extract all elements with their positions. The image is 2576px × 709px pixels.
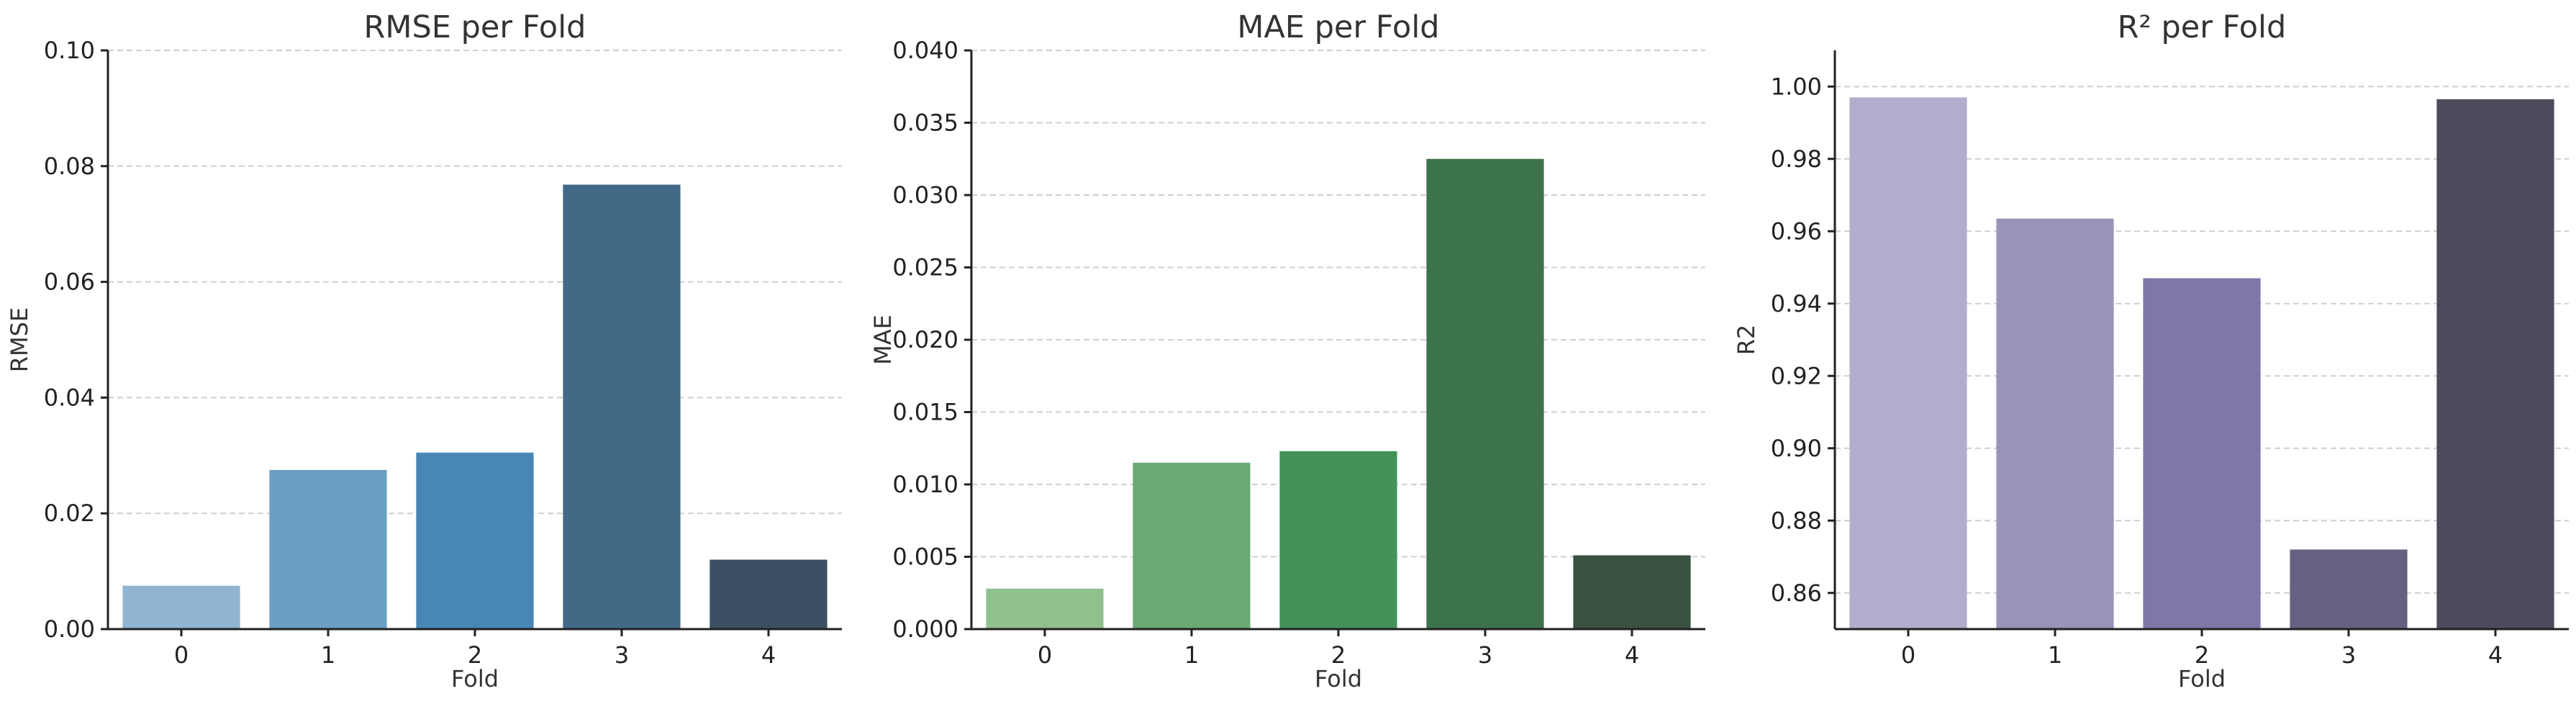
y-tick-label: 0.98 [1771, 145, 1822, 173]
y-tick-label: 0.00 [44, 615, 95, 643]
bar-fold-2 [1279, 451, 1397, 629]
y-tick-label: 0.06 [44, 268, 95, 296]
chart-title: RMSE per Fold [364, 9, 586, 45]
y-tick-label: 0.020 [892, 326, 958, 353]
x-tick-label: 4 [1625, 641, 1639, 669]
y-tick-label: 0.86 [1771, 579, 1822, 607]
x-tick-label: 3 [2341, 641, 2356, 669]
y-tick-label: 0.010 [892, 471, 958, 498]
x-tick-label: 0 [174, 641, 189, 669]
bar-fold-1 [1996, 218, 2114, 630]
y-tick-label: 0.88 [1771, 507, 1822, 534]
chart-2: 0.86 0.88 0.90 0.92 0.94 0.96 0.98 1.00 0 1 2 3 4 R² … [1733, 9, 2569, 692]
chart-1: 0.000 0.005 0.010 0.015 0.020 0.025 0.030 0.035… [869, 9, 1705, 692]
x-axis-label: Fold [451, 665, 499, 692]
y-tick-label: 0.030 [892, 181, 958, 209]
bar-fold-0 [986, 588, 1104, 629]
bar-fold-3 [563, 184, 681, 629]
y-tick-label: 0.92 [1771, 362, 1822, 389]
bar-fold-4 [1573, 555, 1691, 629]
bar-fold-0 [1849, 97, 1967, 629]
y-tick-label: 0.08 [44, 153, 95, 180]
y-tick-label: 1.00 [1771, 73, 1822, 100]
bar-fold-1 [1133, 462, 1251, 629]
chart-title: MAE per Fold [1237, 9, 1439, 45]
chart-0: 0.00 0.02 0.04 0.06 0.08 0.10 0 1 2 3 4 RMSE per Fo… [6, 9, 842, 692]
y-tick-label: 0.040 [892, 37, 958, 64]
chart-title: R² per Fold [2118, 9, 2287, 45]
x-axis-label: Fold [2178, 665, 2226, 692]
bar-fold-2 [2143, 278, 2261, 629]
bar-fold-4 [2436, 99, 2554, 629]
x-axis-label: Fold [1315, 665, 1362, 692]
x-tick-label: 0 [1901, 641, 1915, 669]
x-tick-label: 2 [468, 641, 482, 669]
y-tick-label: 0.02 [44, 500, 95, 527]
bar-fold-2 [416, 452, 534, 629]
y-axis-label: RMSE [6, 307, 33, 372]
y-tick-label: 0.005 [892, 543, 958, 571]
bar-fold-4 [709, 559, 827, 629]
y-axis-label: MAE [869, 315, 897, 365]
x-tick-label: 1 [2048, 641, 2062, 669]
x-tick-label: 4 [761, 641, 776, 669]
x-tick-label: 3 [614, 641, 629, 669]
x-tick-label: 4 [2488, 641, 2503, 669]
y-tick-label: 0.000 [892, 615, 958, 643]
bar-fold-1 [269, 469, 387, 629]
bar-fold-0 [122, 585, 240, 629]
x-tick-label: 2 [2195, 641, 2209, 669]
x-tick-label: 1 [1184, 641, 1199, 669]
y-tick-label: 0.015 [892, 399, 958, 426]
x-tick-label: 3 [1478, 641, 1492, 669]
bar-fold-3 [2290, 549, 2408, 629]
y-tick-label: 0.025 [892, 254, 958, 281]
y-tick-label: 0.04 [44, 384, 95, 411]
x-tick-label: 1 [321, 641, 335, 669]
y-tick-label: 0.035 [892, 109, 958, 137]
y-tick-label: 0.90 [1771, 435, 1822, 462]
x-tick-label: 0 [1038, 641, 1052, 669]
y-axis-label: R2 [1733, 325, 1760, 356]
bar-fold-3 [1426, 158, 1544, 629]
x-tick-label: 2 [1331, 641, 1346, 669]
y-tick-label: 0.10 [44, 37, 95, 64]
y-tick-label: 0.94 [1771, 290, 1822, 317]
y-tick-label: 0.96 [1771, 217, 1822, 245]
